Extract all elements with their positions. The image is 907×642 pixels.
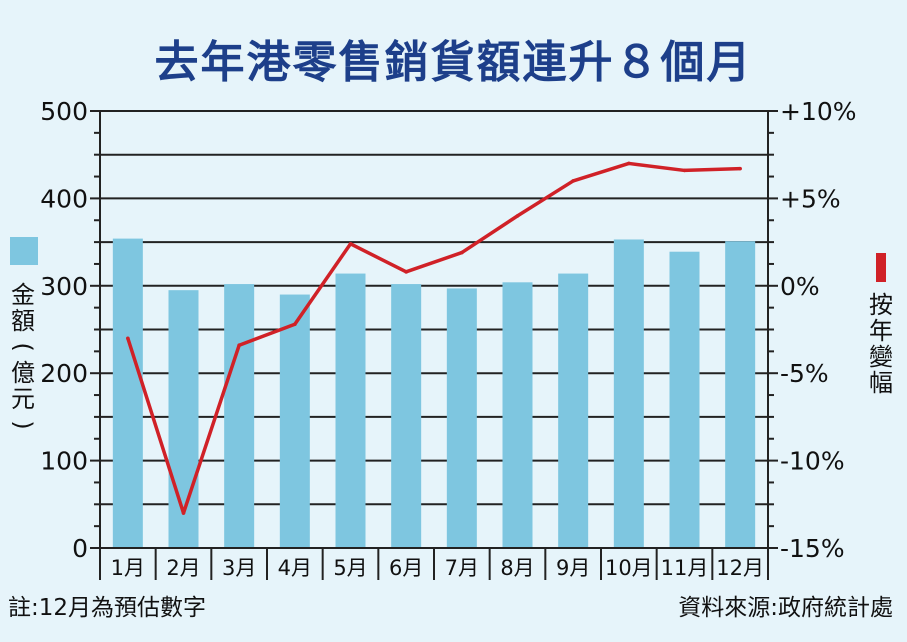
axis-label-char: 幅 [869,369,893,397]
x-tick-label: 7月 [445,556,479,580]
bar [335,273,366,548]
left-tick-label: 200 [40,359,88,388]
axis-label-char: 變 [869,343,893,371]
x-tick-label: 3月 [222,556,256,580]
axis-label-char: 年 [869,317,893,345]
x-axis-ticks: 1月 2月 3月 4月 5月 6月 7月 8月 9月 10月 11月 12月 [99,548,769,580]
x-tick-label: 9月 [556,556,590,580]
x-tick-label: 8月 [500,556,534,580]
line-point [181,511,186,515]
right-tick-label: -5% [780,359,829,388]
line-point [293,322,297,327]
right-tick-label: 0% [780,272,820,301]
left-tick-label: 500 [40,97,88,126]
left-axis-label: 金額(億元) [8,282,38,438]
line-point [571,179,575,183]
right-tick-label: -15% [780,534,845,563]
line-point [627,161,631,166]
right-tick-label: +10% [780,97,857,126]
bar [224,284,255,548]
bar [613,239,644,548]
x-tick-label: 4月 [278,556,312,580]
line-point [515,214,520,218]
line-series [126,161,742,515]
bars [112,238,756,549]
bar [725,241,756,548]
axis-label-char: 億 [11,359,35,387]
source-note: 資料來源:政府統計處 [678,595,893,621]
axis-label-char: 元 [11,385,35,413]
line-point [404,270,408,274]
line-path [126,161,741,515]
bar [558,273,589,548]
axis-label-char: 額 [11,307,35,335]
right-axis-ticks: -15% -10% -5% 0% +5% +10% [768,97,857,563]
bar-legend-swatch [10,237,38,265]
left-tick-label: 300 [40,272,88,301]
left-axis-label-text: 金額(億元) [8,282,38,438]
line-point [682,168,687,173]
right-axis-label: 按年變幅 [866,292,896,396]
right-tick-label: -10% [780,447,845,476]
line-point [237,343,241,348]
line-point [460,250,464,255]
x-tick-label: 1月 [111,556,145,580]
x-tick-label: 12月 [716,556,764,580]
bar [446,288,477,548]
bar [391,284,422,548]
left-tick-label: 0 [72,534,88,563]
bar [669,251,700,549]
bar [112,238,143,548]
x-tick-label: 5月 [333,556,367,580]
footnote: 註:12月為預估數字 [8,595,207,621]
bar [279,294,310,548]
left-tick-label: 100 [40,447,88,476]
axis-label-char: 按 [869,291,893,319]
line-point [348,242,353,246]
line-point [126,336,130,341]
gridlines [100,110,768,549]
left-axis-ticks: 0 100 200 300 400 500 [40,97,100,563]
chart-title: 去年港零售銷貨額連升８個月 [154,37,753,88]
bar [502,282,533,548]
x-tick-label: 6月 [389,556,423,580]
left-tick-label: 400 [40,184,88,213]
bar [168,290,199,548]
right-tick-label: +5% [780,184,841,213]
line-legend-swatch [876,253,886,282]
x-tick-label: 11月 [661,556,709,580]
axis-label-char: 金 [11,281,35,309]
x-tick-label: 2月 [166,556,200,580]
x-tick-label: 10月 [605,556,653,580]
right-axis-label-text: 按年變幅 [866,292,896,396]
line-point [738,166,742,171]
